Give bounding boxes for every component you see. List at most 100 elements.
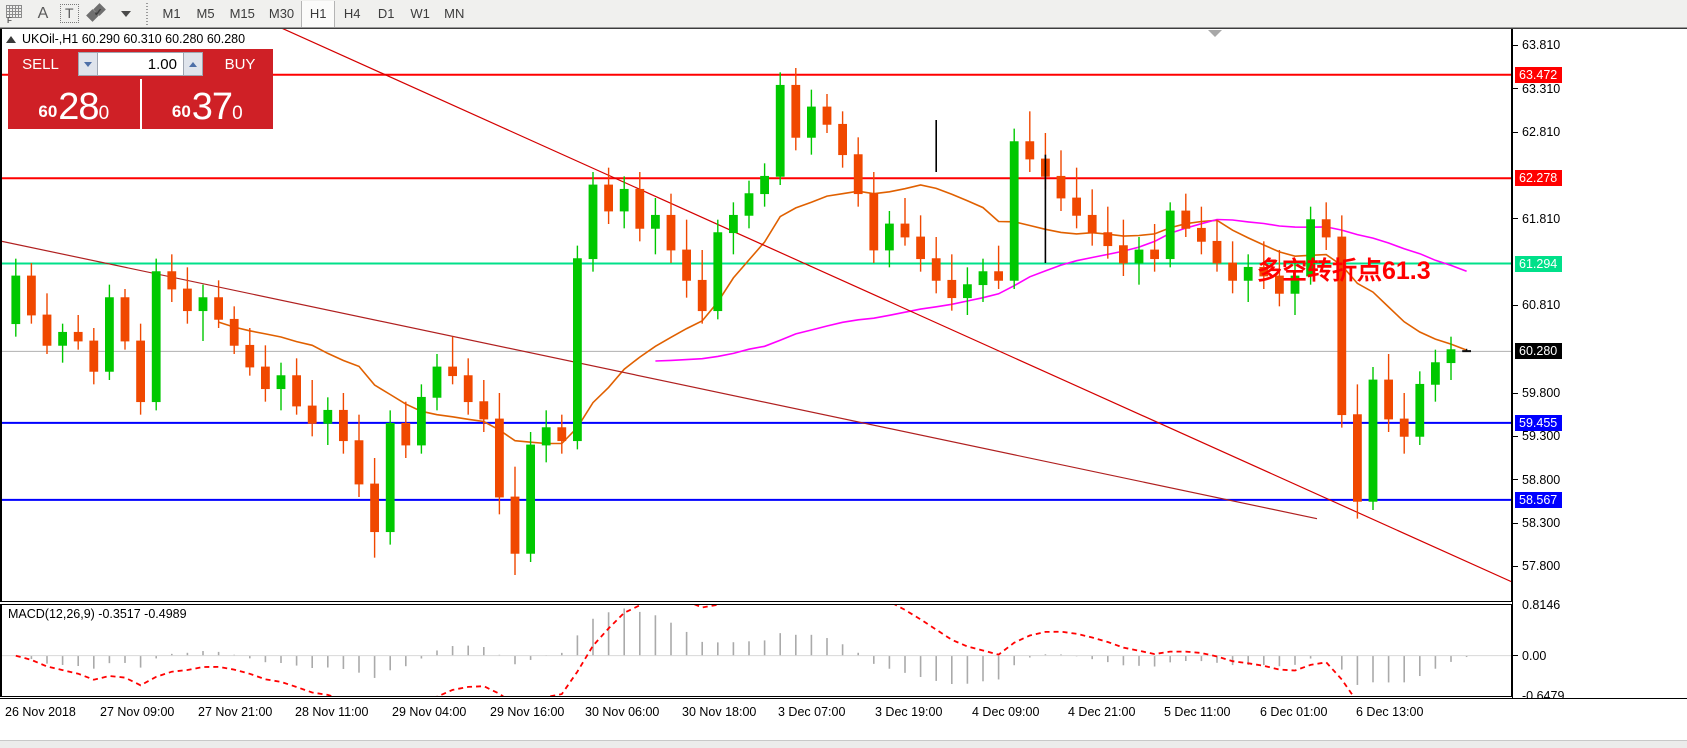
buy-price-lead: 60: [171, 102, 191, 121]
crosshair-f-label: F: [7, 15, 12, 25]
oct-top-row: SELL 1.00 BUY: [8, 49, 273, 79]
macd-tick-1: 0.00: [1513, 649, 1546, 663]
buy-price-big: 37: [191, 86, 233, 128]
price-tick-label: 60.810: [1522, 298, 1561, 313]
price-tick-57-800: 57.800: [1513, 559, 1560, 573]
status-bar: [0, 740, 1687, 748]
price-tick-59-800: 59.800: [1513, 386, 1560, 400]
timeframe-mn[interactable]: MN: [444, 6, 465, 21]
price-tick-59-300: 59.300: [1513, 429, 1560, 443]
timeframe-group: M1 M5 M15 M30 H1 H4 D1 W1 MN: [155, 0, 472, 27]
chart-collapse-icon[interactable]: [6, 35, 16, 43]
price-tick-label: 57.800: [1522, 559, 1561, 574]
price-level-chip-61-294[interactable]: 61.294: [1515, 255, 1563, 272]
price-level-chip-62-278[interactable]: 62.278: [1515, 170, 1563, 187]
tick-dash: [1513, 88, 1518, 90]
macd-pane[interactable]: MACD(12,26,9) -0.3517 -0.4989: [0, 604, 1512, 697]
timeframe-m5[interactable]: M5: [196, 6, 215, 21]
price-pane[interactable]: 多空转折点61.3: [0, 29, 1512, 602]
price-tick-label: 58.800: [1522, 472, 1561, 487]
sell-button[interactable]: SELL: [8, 49, 74, 79]
tick-dash: [1513, 44, 1518, 46]
timeframe-m15[interactable]: M15: [229, 6, 255, 21]
objects-dropdown-icon[interactable]: [113, 2, 139, 26]
price-level-chip-58-567[interactable]: 58.567: [1515, 491, 1563, 508]
timeframe-h4[interactable]: H4: [343, 6, 361, 21]
price-tick-label: 59.800: [1522, 386, 1561, 400]
time-tick-label: 30 Nov 18:00: [682, 705, 757, 719]
text-label-icon-glyph: T: [60, 4, 79, 23]
timeframe-w1[interactable]: W1: [410, 6, 430, 21]
oct-price-row: 60 28 0 60 37 0: [8, 79, 273, 129]
tick-dash: [1513, 218, 1518, 220]
price-tick-label: 59.300: [1522, 429, 1561, 444]
text-icon[interactable]: A: [30, 2, 56, 26]
price-tick-61-810: 61.810: [1513, 212, 1560, 226]
price-tick-63-810: 63.810: [1513, 38, 1560, 52]
price-level-chip-60-280[interactable]: 60.280: [1515, 343, 1563, 360]
price-tick-label: 63.810: [1522, 38, 1561, 53]
sell-price-lead: 60: [38, 102, 58, 121]
buy-price[interactable]: 60 37 0: [141, 79, 273, 129]
tick-dash: [1513, 696, 1518, 697]
volume-decrement-button[interactable]: [78, 52, 98, 76]
tick-dash: [1513, 479, 1518, 481]
price-tick-label: 63.310: [1522, 81, 1561, 96]
time-tick-label: 4 Dec 09:00: [972, 705, 1040, 719]
volume-increment-button[interactable]: [183, 52, 203, 76]
tick-dash: [1513, 655, 1518, 657]
time-tick-label: 28 Nov 11:00: [295, 705, 369, 719]
sell-price-sup: 0: [98, 103, 110, 124]
time-tick-label: 29 Nov 04:00: [392, 705, 467, 719]
timeframe-m1[interactable]: M1: [162, 6, 181, 21]
macd-tick-label: 0.00: [1522, 648, 1547, 663]
chart-frame: 多空转折点61.3 UKOil-,H1 60.290 60.310 60.280…: [0, 28, 1687, 748]
price-tick-60-810: 60.810: [1513, 298, 1560, 312]
time-tick-label: 6 Dec 01:00: [1260, 705, 1328, 719]
volume-control: 1.00: [74, 49, 207, 79]
chart-top-marker: [1208, 30, 1222, 37]
macd-tick-0: 0.8146: [1513, 598, 1560, 612]
timeframe-d1[interactable]: D1: [377, 6, 395, 21]
text-label-icon[interactable]: T: [56, 2, 83, 26]
time-tick-label: 27 Nov 09:00: [100, 705, 175, 719]
macd-plot: [2, 605, 1511, 696]
sell-price[interactable]: 60 28 0: [8, 79, 142, 129]
time-axis[interactable]: 26 Nov 2018 27 Nov 09:00 27 Nov 21:00 28 No…: [0, 698, 1687, 748]
price-tick-63-310: 63.310: [1513, 82, 1560, 96]
time-tick-label: 29 Nov 16:00: [490, 705, 565, 719]
time-tick-label: 3 Dec 07:00: [778, 705, 846, 719]
objects-icon[interactable]: ✓: [83, 2, 113, 26]
chart-header-text: UKOil-,H1 60.290 60.310 60.280 60.280: [22, 32, 246, 46]
price-tick-label: 61.810: [1522, 211, 1561, 226]
tick-dash: [1513, 605, 1518, 606]
buy-button[interactable]: BUY: [207, 49, 273, 79]
sell-price-big: 28: [58, 86, 99, 128]
tick-dash: [1513, 435, 1518, 437]
price-level-chip-63-472[interactable]: 63.472: [1515, 66, 1563, 83]
tick-dash: [1513, 304, 1518, 306]
price-axis[interactable]: 63.810 63.472 63.310 62.810 62.278 61.810 61.2…: [1512, 29, 1687, 703]
one-click-trading-panel: SELL 1.00 BUY 60 28 0 60 37 0: [8, 49, 273, 129]
timeframe-m30[interactable]: M30: [268, 6, 295, 21]
time-tick-label: 4 Dec 21:00: [1068, 705, 1136, 719]
chart-annotation: 多空转折点61.3: [1257, 257, 1431, 285]
price-tick-58-300: 58.300: [1513, 516, 1560, 530]
chart-header: UKOil-,H1 60.290 60.310 60.280 60.280: [6, 32, 245, 46]
price-tick-58-800: 58.800: [1513, 473, 1560, 487]
price-tick-label: 58.300: [1522, 516, 1561, 530]
volume-input[interactable]: 1.00: [98, 52, 183, 76]
time-tick-label: 6 Dec 13:00: [1356, 705, 1424, 719]
candlestick-plot: [2, 29, 1511, 583]
timeframe-h1[interactable]: H1: [301, 0, 336, 27]
price-tick-62-810: 62.810: [1513, 125, 1560, 139]
macd-label: MACD(12,26,9) -0.3517 -0.4989: [8, 607, 187, 621]
tick-dash: [1513, 522, 1518, 524]
toolbar-separator: [143, 2, 150, 25]
time-tick-label: 3 Dec 19:00: [875, 705, 943, 719]
time-tick-label: 30 Nov 06:00: [585, 705, 660, 719]
crosshair-grid-icon[interactable]: F: [0, 2, 30, 26]
tick-dash: [1513, 131, 1518, 133]
price-level-chip-59-455[interactable]: 59.455: [1515, 414, 1563, 431]
